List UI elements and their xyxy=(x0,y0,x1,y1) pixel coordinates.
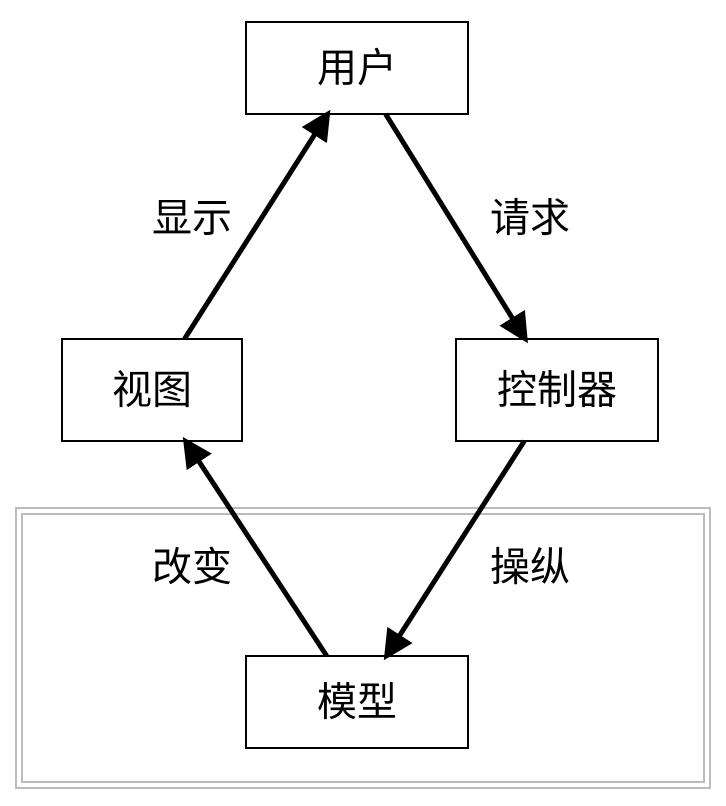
node-view-label: 视图 xyxy=(112,368,192,413)
node-model-label: 模型 xyxy=(317,680,397,725)
node-user-label: 用户 xyxy=(317,46,397,91)
node-controller-label: 控制器 xyxy=(497,368,617,413)
edge-show-label: 显示 xyxy=(152,196,232,241)
edge-change-label: 改变 xyxy=(152,545,232,590)
mvc-diagram: 用户视图 控制器模型 显示 请求改变 操纵 xyxy=(0,0,726,806)
edge-manipulate-label: 操纵 xyxy=(490,545,570,590)
edge-request-label: 请求 xyxy=(490,196,570,241)
